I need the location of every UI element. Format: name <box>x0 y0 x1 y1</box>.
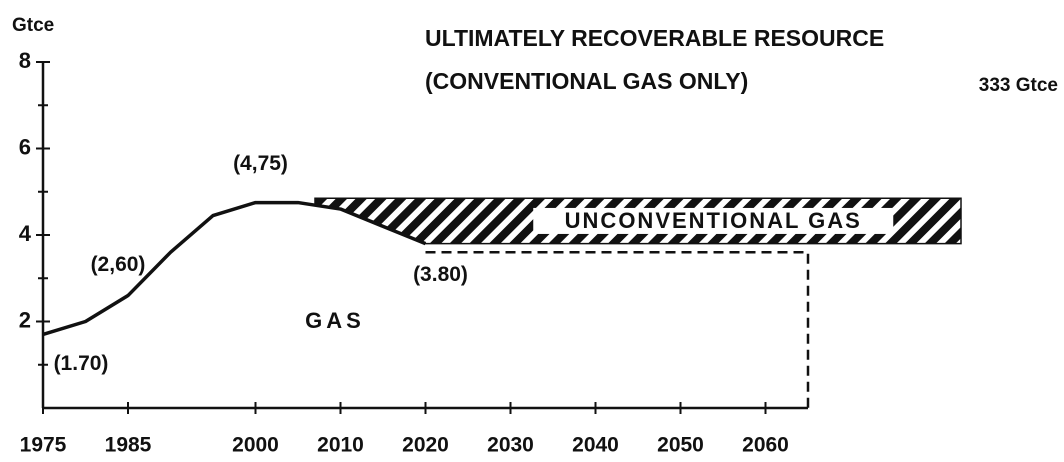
value-label: (3.80) <box>413 263 468 286</box>
dashed-outline <box>425 251 810 408</box>
band-label: UNCONVENTIONAL GAS <box>565 208 862 233</box>
value-label: (4,75) <box>233 152 288 175</box>
chart-title: ULTIMATELY RECOVERABLE RESOURCE <box>425 25 884 51</box>
y-tick-label: 8 <box>19 48 31 73</box>
x-tick-label: 2020 <box>402 434 449 457</box>
line <box>42 200 427 337</box>
y-tick-label: 4 <box>19 221 32 246</box>
x-tick-label: 2000 <box>232 434 279 457</box>
resource-label: 333 Gtce <box>979 75 1058 96</box>
x-tick-label: 2060 <box>742 434 789 457</box>
area-label: GAS <box>305 308 365 333</box>
x-tick-label: 2030 <box>487 434 534 457</box>
y-tick-label: 6 <box>19 134 31 159</box>
value-label: (1.70) <box>54 352 109 375</box>
chart-subtitle: (CONVENTIONAL GAS ONLY) <box>425 68 748 94</box>
value-label: (2,60) <box>91 253 146 276</box>
y-tick-label: 2 <box>19 307 31 332</box>
x-tick-label: 2050 <box>657 434 704 457</box>
band-label-bg <box>533 207 894 234</box>
y-axis-label: Gtce <box>12 15 54 36</box>
x-tick-label: 2010 <box>317 434 364 457</box>
x-tick-label: 2040 <box>572 434 619 457</box>
x-tick-label: 1985 <box>105 434 152 457</box>
x-tick-label: 1975 <box>20 434 67 457</box>
